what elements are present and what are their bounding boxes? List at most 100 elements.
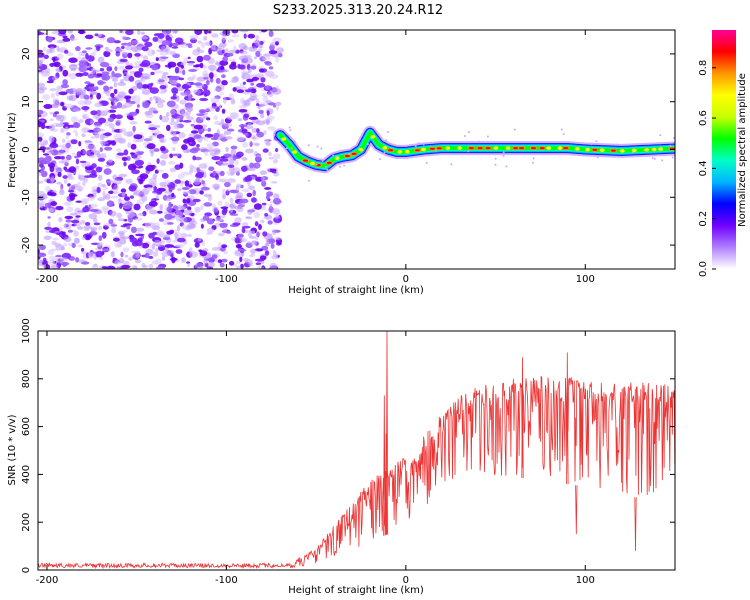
noise-speckle xyxy=(148,136,153,142)
noise-speckle xyxy=(101,74,107,81)
noise-speckle xyxy=(244,57,253,64)
noise-speckle xyxy=(182,120,192,123)
noise-speckle xyxy=(221,74,226,79)
noise-speckle xyxy=(250,230,255,234)
noise-speckle xyxy=(224,181,231,188)
signal-scatter-dot xyxy=(343,164,346,167)
noise-speckle xyxy=(171,87,179,94)
noise-speckle xyxy=(207,261,215,268)
noise-speckle xyxy=(131,45,139,53)
noise-speckle xyxy=(99,140,109,145)
noise-speckle xyxy=(114,266,121,269)
signal-peak-spot xyxy=(388,149,393,152)
noise-speckle xyxy=(160,153,169,160)
noise-speckle xyxy=(102,185,108,191)
noise-speckle xyxy=(115,52,121,57)
noise-speckle xyxy=(131,95,141,102)
noise-speckle xyxy=(177,237,186,243)
signal-hot-spot xyxy=(397,150,403,154)
noise-speckle xyxy=(87,251,95,259)
noise-speckle xyxy=(246,192,253,198)
noise-speckle xyxy=(159,138,165,143)
signal-peak-spot xyxy=(519,147,524,150)
noise-speckle xyxy=(43,46,47,52)
noise-speckle xyxy=(61,231,66,236)
noise-speckle xyxy=(142,101,150,109)
noise-speckle xyxy=(198,237,202,242)
noise-speckle xyxy=(46,36,54,43)
noise-speckle xyxy=(255,73,265,78)
signal-scatter-dot xyxy=(562,133,565,135)
snr-y-tick-label: 600 xyxy=(21,417,32,436)
noise-speckle xyxy=(67,176,75,181)
noise-speckle xyxy=(170,117,175,122)
colorbar-label: Normalized spectral amplitude xyxy=(737,73,748,227)
signal-scatter-dot xyxy=(513,128,516,131)
noise-speckle xyxy=(145,164,155,172)
noise-speckle xyxy=(151,64,159,71)
noise-speckle xyxy=(245,125,254,129)
noise-speckle xyxy=(258,224,262,230)
noise-speckle xyxy=(156,210,163,214)
noise-speckle xyxy=(128,217,133,223)
noise-speckle xyxy=(43,153,50,156)
noise-speckle xyxy=(140,31,146,35)
noise-speckle xyxy=(40,123,46,130)
noise-speckle xyxy=(193,82,203,86)
noise-speckle xyxy=(221,258,228,263)
noise-speckle xyxy=(109,195,120,199)
noise-speckle xyxy=(101,248,111,252)
signal-hot-spot xyxy=(292,150,298,154)
colorbar-tick-label: 0.2 xyxy=(698,211,709,227)
noise-speckle xyxy=(69,195,76,201)
noise-speckle xyxy=(141,78,146,83)
noise-speckle xyxy=(81,163,86,168)
signal-peak-spot xyxy=(530,147,536,150)
noise-speckle xyxy=(97,182,103,188)
noise-speckle xyxy=(38,69,43,72)
noise-speckle xyxy=(194,30,203,35)
noise-speckle xyxy=(274,215,281,219)
noise-speckle xyxy=(55,90,60,97)
noise-speckle xyxy=(74,131,79,138)
noise-speckle xyxy=(230,98,236,105)
noise-speckle xyxy=(56,68,61,73)
noise-speckle xyxy=(116,212,123,219)
noise-speckle xyxy=(169,109,176,116)
noise-speckle xyxy=(112,174,118,180)
noise-speckle xyxy=(259,170,267,176)
noise-speckle xyxy=(186,61,196,64)
signal-scatter-dot xyxy=(288,126,291,129)
noise-speckle xyxy=(243,33,247,39)
noise-speckle xyxy=(263,53,272,57)
noise-speckle xyxy=(47,221,51,228)
noise-speckle xyxy=(212,170,216,177)
noise-speckle xyxy=(171,153,181,157)
noise-speckle xyxy=(107,117,115,122)
noise-speckle xyxy=(211,156,221,161)
colorbar: 0.0 0.2 0.4 0.6 0.8 Normalized spectral ampl… xyxy=(698,30,748,277)
noise-speckle xyxy=(130,143,137,150)
noise-speckle xyxy=(90,119,94,126)
noise-speckle xyxy=(60,257,69,262)
noise-speckle xyxy=(138,213,146,216)
noise-speckle xyxy=(88,154,96,158)
noise-speckle xyxy=(229,79,238,83)
noise-speckle xyxy=(234,217,242,224)
noise-speckle xyxy=(93,222,101,226)
noise-speckle xyxy=(261,92,268,98)
noise-speckle xyxy=(174,37,184,44)
noise-speckle xyxy=(102,208,110,212)
noise-speckle xyxy=(198,163,207,169)
noise-speckle xyxy=(246,78,254,83)
noise-speckle xyxy=(200,42,206,49)
noise-speckle xyxy=(238,109,248,113)
noise-speckle xyxy=(182,190,191,195)
noise-speckle xyxy=(183,209,193,216)
noise-speckle xyxy=(68,94,77,102)
noise-speckle xyxy=(75,72,84,77)
noise-speckle xyxy=(196,167,200,171)
noise-speckle xyxy=(88,85,95,90)
noise-speckle xyxy=(77,244,83,248)
noise-speckle xyxy=(174,164,181,170)
